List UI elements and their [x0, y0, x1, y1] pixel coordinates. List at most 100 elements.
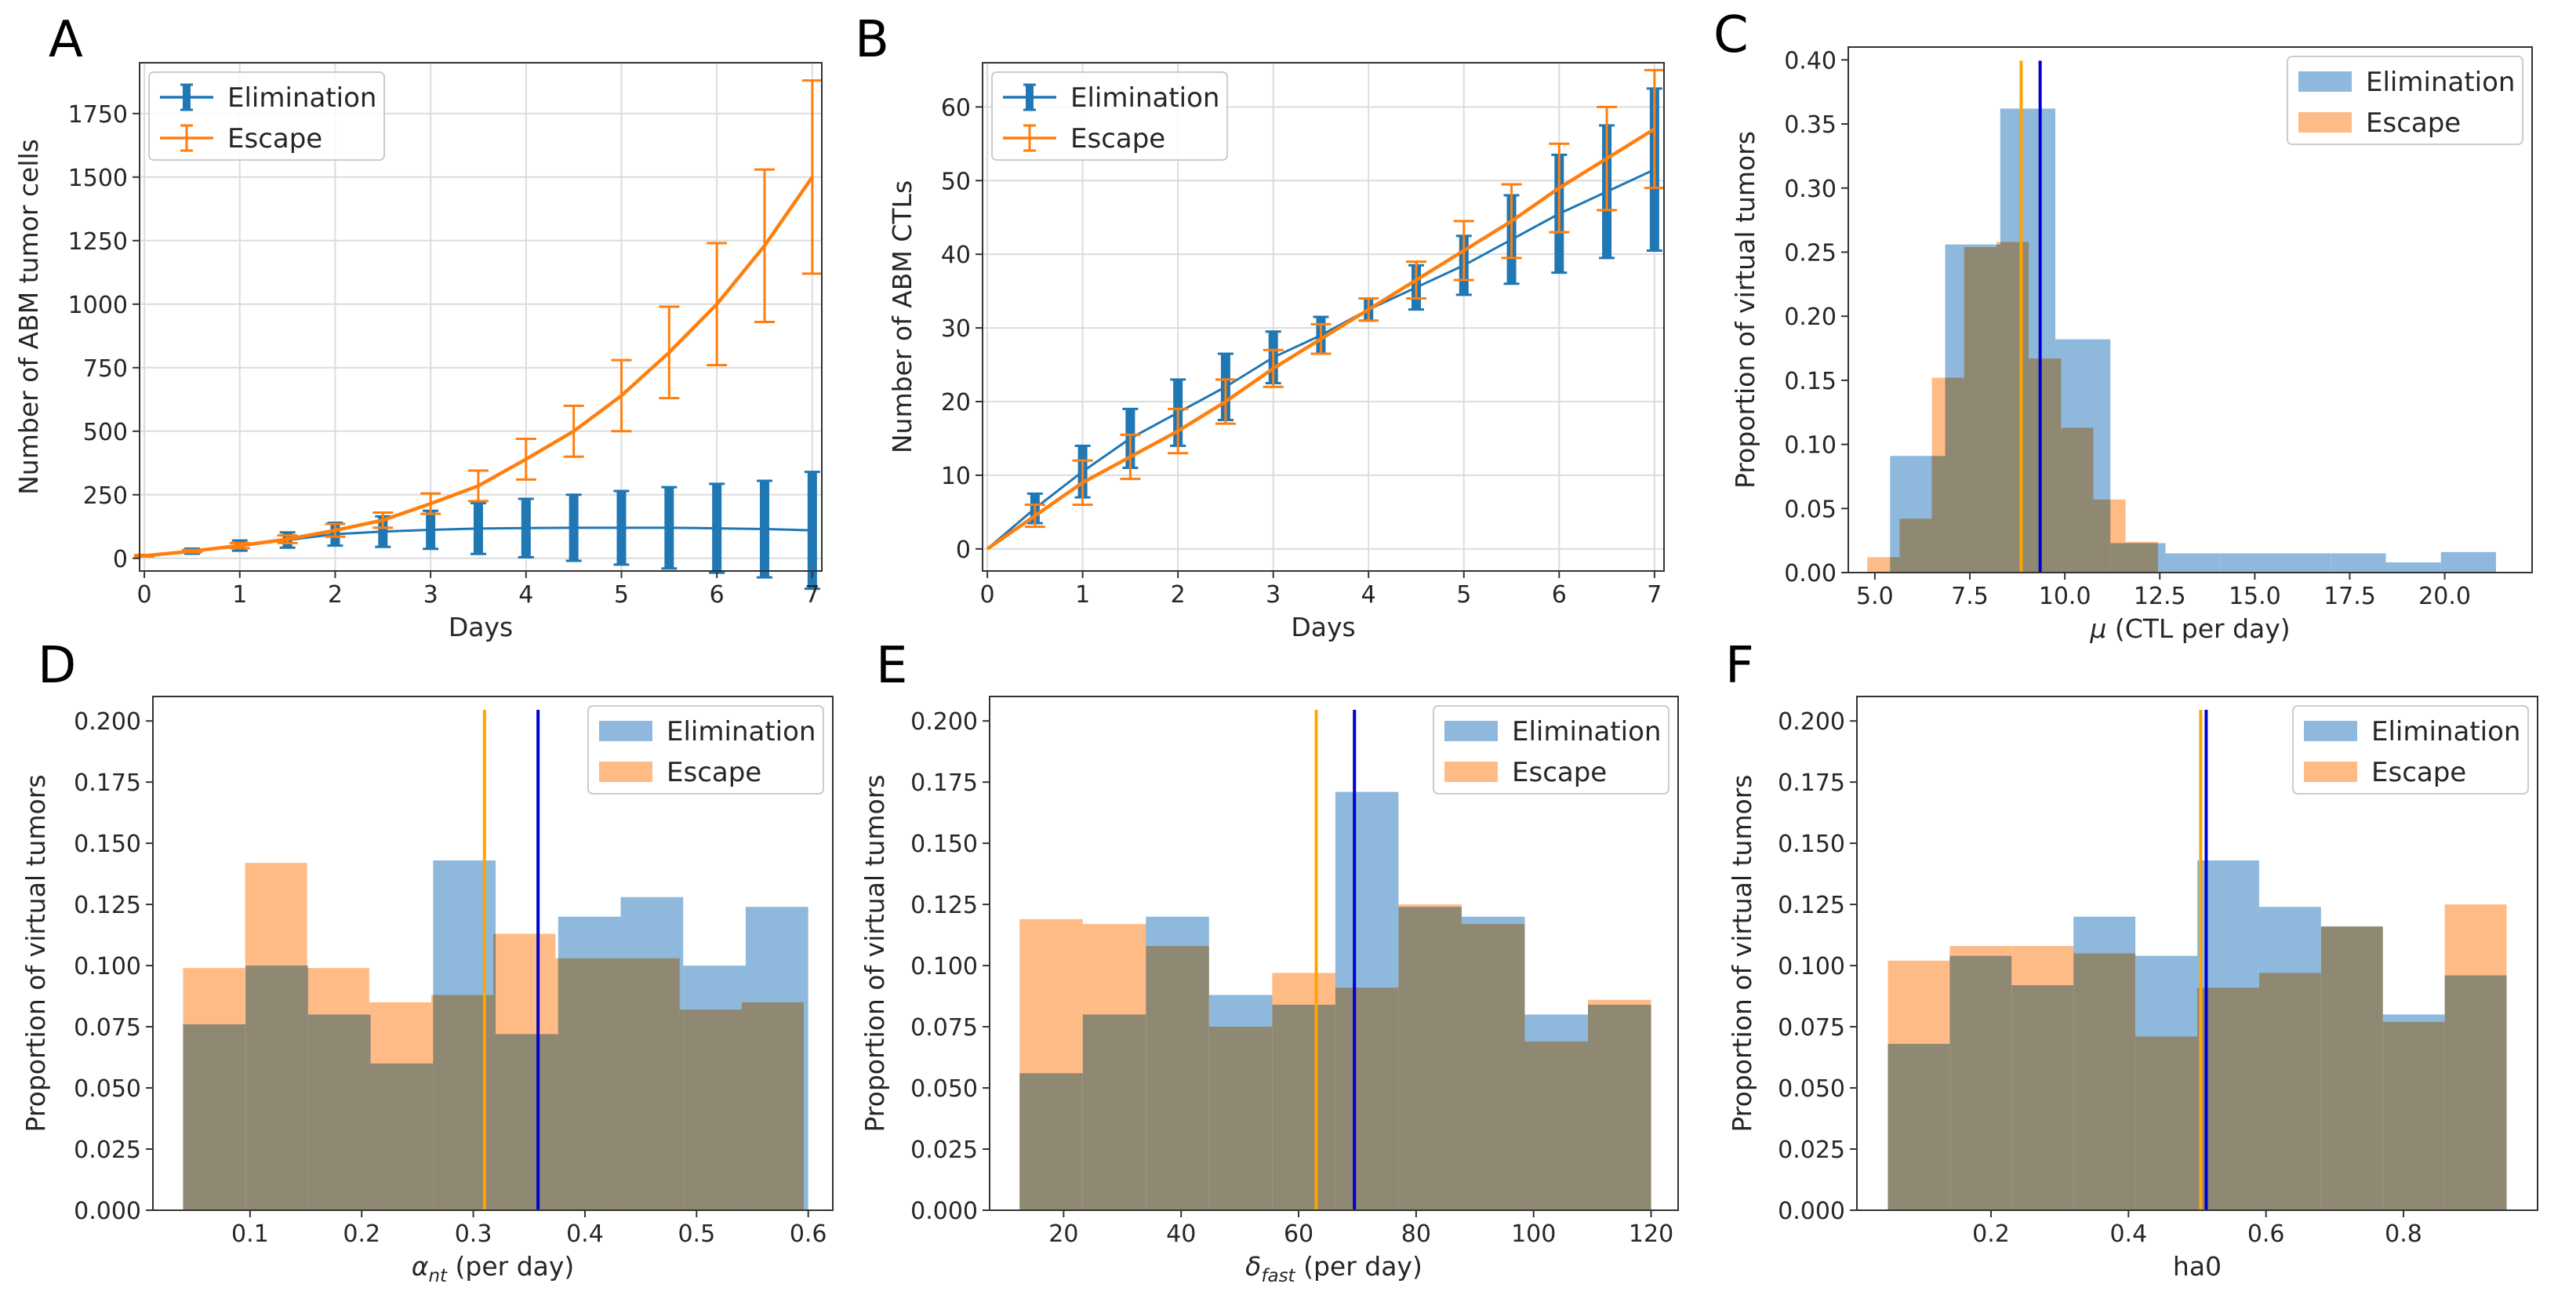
histogram-bar: [1019, 918, 1083, 1210]
y-tick-label: 0.200: [74, 708, 141, 736]
legend: Elimination Escape: [2292, 705, 2529, 795]
histogram-bar: [1931, 377, 1964, 573]
y-tick-label: 0.00: [1784, 560, 1837, 587]
y-tick-label: 0.150: [1778, 831, 1845, 858]
x-axis-label-units: (per day): [1295, 1251, 1422, 1282]
y-tick-label: 250: [83, 482, 128, 510]
histogram-bar: [2220, 553, 2276, 573]
histogram-bar: [741, 1002, 804, 1210]
histogram-bar: [555, 958, 618, 1210]
y-tick-label: 0.175: [910, 769, 978, 797]
x-axis-label-units: (CTL per day): [2106, 613, 2290, 644]
x-tick-label: 0.4: [566, 1220, 604, 1248]
y-tick-label: 0.10: [1784, 432, 1837, 460]
bar-series-escape: [1867, 242, 2158, 573]
histogram-bar: [1398, 904, 1462, 1210]
y-tick-label: 0: [113, 546, 128, 573]
legend-swatch-patch: [2304, 762, 2357, 782]
x-axis-label-subscript: fast: [1261, 1266, 1295, 1286]
histogram-bar: [1996, 242, 2029, 573]
x-tick-label: 5: [1456, 581, 1471, 609]
y-tick-label: 0.050: [910, 1075, 978, 1103]
y-tick-label: 0.125: [910, 892, 978, 919]
histogram-bar: [307, 968, 369, 1210]
legend-swatch-patch: [2298, 112, 2352, 133]
x-tick-label: 0.6: [2247, 1220, 2285, 1248]
y-tick-label: 1750: [68, 101, 128, 129]
histogram-bars: [183, 860, 808, 1210]
x-tick-label: 5.0: [1856, 583, 1894, 610]
y-tick-label: 50: [941, 168, 971, 195]
y-tick-label: 40: [941, 242, 971, 269]
histogram-bar: [2440, 551, 2496, 573]
x-tick-label: 0.3: [455, 1220, 492, 1248]
x-tick-label: 3: [423, 581, 438, 609]
series-line-elimination: [986, 168, 1655, 550]
histogram-bar: [1524, 1041, 1589, 1210]
panel-c: C 5.0 7.5 10.0 12.5 15.0 17.5 20.0 0.00 0.05 0.10 0…: [1713, 6, 2533, 644]
y-tick-label: 0.025: [1778, 1137, 1845, 1164]
histogram-bar: [1208, 1027, 1273, 1210]
legend: Elimination Escape: [148, 71, 385, 161]
x-tick-label: 15.0: [2229, 583, 2281, 610]
x-axis-label-variable: μ: [2089, 613, 2106, 644]
x-axis-label-variable: ha0: [2173, 1251, 2222, 1282]
y-tick-label: 0.125: [1778, 892, 1845, 919]
legend-swatch-patch: [599, 721, 652, 741]
x-tick-label: 0: [980, 581, 995, 609]
y-tick-label: 0.05: [1784, 496, 1837, 523]
histogram-bar: [1335, 987, 1399, 1210]
y-tick-label: 0.150: [74, 831, 141, 858]
y-tick-label: 0.40: [1784, 47, 1837, 75]
axes-frame: [982, 62, 1665, 572]
panel-letter-b: B: [855, 11, 889, 69]
x-tick-label: 2: [1171, 581, 1186, 609]
x-tick-label: 0.2: [343, 1220, 380, 1248]
histogram-bar: [369, 1002, 432, 1210]
x-tick-label: 6: [710, 581, 725, 609]
y-tick-label: 0.100: [74, 953, 141, 980]
x-tick-label: 12.5: [2134, 583, 2186, 610]
panel-letter-a: A: [49, 11, 83, 69]
histogram-bar: [1899, 518, 1932, 573]
histogram-bars: [1867, 108, 2496, 573]
axes-frame: [989, 696, 1679, 1211]
x-axis-label-subscript: nt: [428, 1266, 448, 1286]
y-axis-label: Proportion of virtual tumors: [859, 774, 890, 1132]
panel-letter-d: D: [38, 637, 76, 695]
histogram-bar: [2029, 358, 2062, 573]
x-axis-label: μ (CTL per day): [2089, 613, 2290, 644]
x-axis-label: αnt (per day): [412, 1251, 575, 1286]
y-tick-label: 0.200: [910, 708, 978, 736]
y-tick-label: 0.075: [74, 1014, 141, 1042]
y-tick-label: 0.175: [74, 769, 141, 797]
y-tick-label: 20: [941, 389, 971, 416]
panel-f: F 0.2 0.4 0.6 0.8 0.000 0.025 0.050 0.075 0.100 0.…: [1725, 637, 2538, 1282]
x-tick-label: 7: [805, 581, 819, 609]
x-tick-label: 20: [1048, 1220, 1078, 1248]
series-line-escape: [144, 176, 814, 558]
x-tick-label: 100: [1511, 1220, 1556, 1248]
x-axis-label: δfast (per day): [1245, 1251, 1422, 1286]
histogram-bar: [1887, 960, 1950, 1210]
x-tick-label: 0.5: [678, 1220, 715, 1248]
x-tick-label: 4: [518, 581, 533, 609]
x-tick-label: 4: [1361, 581, 1376, 609]
y-tick-label: 0.050: [1778, 1075, 1845, 1103]
histogram-bar: [1082, 924, 1146, 1210]
y-tick-label: 1000: [68, 292, 128, 319]
legend-label-escape: Escape: [667, 757, 761, 788]
legend-label-elimination: Elimination: [227, 82, 376, 114]
x-tick-label: 17.5: [2323, 583, 2376, 610]
histogram-bar: [183, 968, 245, 1210]
legend-label-elimination: Elimination: [1070, 82, 1219, 114]
x-tick-label: 0.2: [1972, 1220, 2010, 1248]
y-tick-label: 750: [83, 355, 128, 383]
y-tick-label: 500: [83, 419, 128, 446]
y-tick-label: 0.15: [1784, 368, 1837, 395]
x-tick-label: 0: [137, 581, 152, 609]
legend-swatch-patch: [2298, 71, 2352, 92]
histogram-bar: [2444, 904, 2507, 1210]
series-line-escape: [986, 127, 1656, 551]
